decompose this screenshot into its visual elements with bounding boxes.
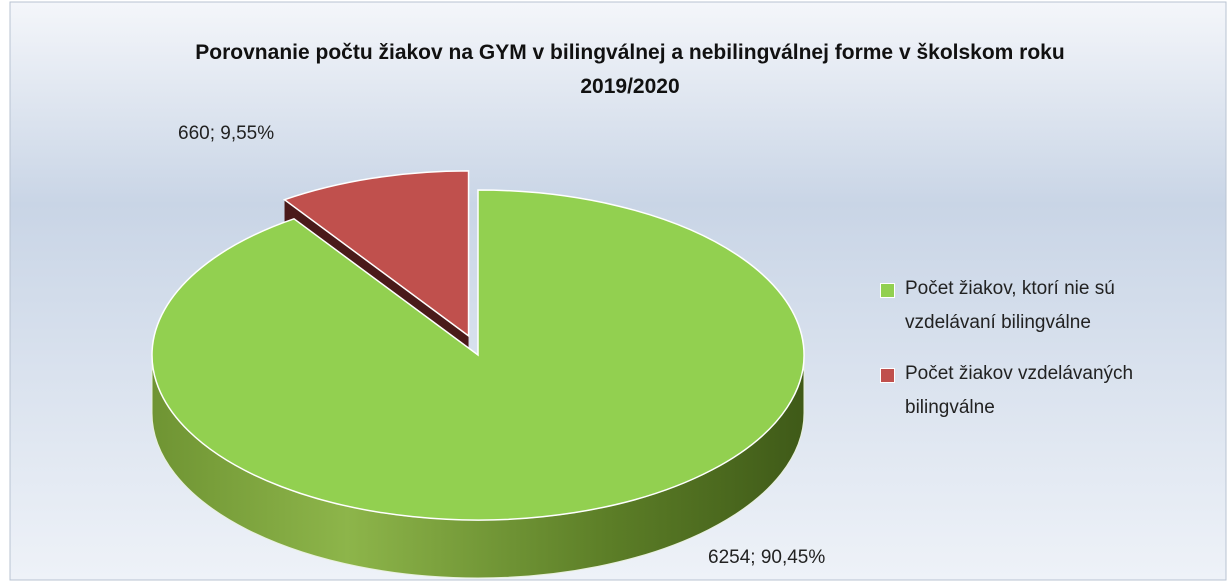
legend-swatch — [880, 283, 895, 298]
chart-title: Porovnanie počtu žiakov na GYM v bilingv… — [195, 41, 1065, 98]
legend-item: Počet žiakov, ktorí nie sú vzdelávaní bi… — [880, 272, 1210, 340]
slice — [151, 189, 805, 521]
data-label: 660; 9,55% — [178, 123, 275, 144]
legend-label: Počet žiakov vzdelávaných bilingválne — [905, 363, 1134, 418]
slice — [282, 170, 470, 338]
data-label: 6254; 90,45% — [708, 547, 826, 568]
legend-label: Počet žiakov, ktorí nie sú vzdelávaní bi… — [905, 278, 1115, 333]
legend-swatch — [880, 368, 895, 383]
legend-item: Počet žiakov vzdelávaných bilingválne — [880, 357, 1210, 425]
